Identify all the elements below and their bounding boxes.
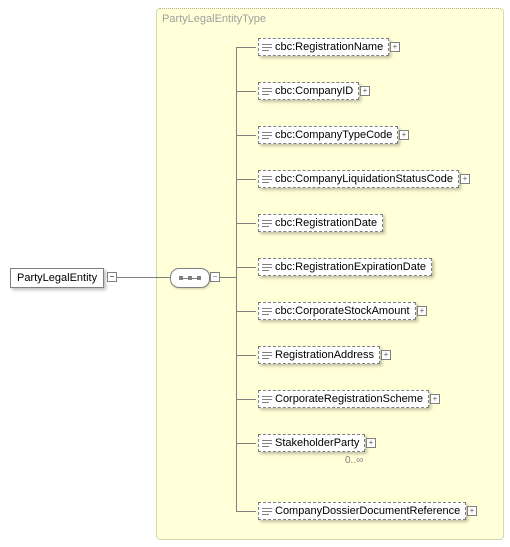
child-node[interactable]: cbc:CompanyTypeCode (258, 126, 398, 144)
expand-icon[interactable]: + (399, 130, 409, 140)
child-label: cbc:RegistrationDate (275, 217, 377, 229)
child-label: cbc:RegistrationExpirationDate (275, 261, 426, 273)
expand-icon[interactable]: + (460, 174, 470, 184)
type-label: PartyLegalEntityType (162, 13, 266, 25)
expand-icon[interactable]: + (417, 306, 427, 316)
notes-icon (262, 438, 272, 448)
child-node[interactable]: StakeholderParty (258, 434, 365, 452)
child-label: cbc:CompanyID (275, 85, 353, 97)
sequence-expand-icon[interactable]: − (210, 272, 220, 282)
expand-icon[interactable]: + (390, 42, 400, 52)
child-node[interactable]: cbc:RegistrationExpirationDate (258, 258, 432, 276)
child-label: StakeholderParty (275, 437, 359, 449)
cardinality-label: 0..∞ (345, 455, 363, 466)
expand-icon[interactable]: + (360, 86, 370, 96)
notes-icon (262, 350, 272, 360)
notes-icon (262, 130, 272, 140)
child-label: RegistrationAddress (275, 349, 374, 361)
child-node[interactable]: RegistrationAddress (258, 346, 380, 364)
notes-icon (262, 306, 272, 316)
child-label: cbc:RegistrationName (275, 41, 383, 53)
notes-icon (262, 174, 272, 184)
child-node[interactable]: cbc:RegistrationName (258, 38, 389, 56)
child-label: cbc:CorporateStockAmount (275, 305, 410, 317)
child-label: CompanyDossierDocumentReference (275, 505, 460, 517)
expand-icon[interactable]: + (381, 350, 391, 360)
notes-icon (262, 262, 272, 272)
diagram-canvas: { "typebox": { "label": "PartyLegalEntit… (0, 0, 510, 547)
child-node[interactable]: cbc:CorporateStockAmount (258, 302, 416, 320)
expand-icon[interactable]: + (467, 506, 477, 516)
expand-icon[interactable]: + (430, 394, 440, 404)
child-node[interactable]: cbc:RegistrationDate (258, 214, 383, 232)
child-label: CorporateRegistrationScheme (275, 393, 423, 405)
child-label: cbc:CompanyLiquidationStatusCode (275, 173, 453, 185)
child-node[interactable]: cbc:CompanyID (258, 82, 359, 100)
notes-icon (262, 394, 272, 404)
child-node[interactable]: CompanyDossierDocumentReference (258, 502, 466, 520)
expand-icon[interactable]: + (366, 438, 376, 448)
notes-icon (262, 506, 272, 516)
child-node[interactable]: cbc:CompanyLiquidationStatusCode (258, 170, 459, 188)
notes-icon (262, 86, 272, 96)
sequence-compositor[interactable] (170, 268, 210, 288)
notes-icon (262, 42, 272, 52)
notes-icon (262, 218, 272, 228)
child-label: cbc:CompanyTypeCode (275, 129, 392, 141)
child-node[interactable]: CorporateRegistrationScheme (258, 390, 429, 408)
root-node[interactable]: PartyLegalEntity (10, 268, 104, 288)
root-expand-icon[interactable]: − (107, 272, 117, 282)
sequence-dots-icon (179, 275, 201, 281)
root-label: PartyLegalEntity (17, 272, 97, 284)
